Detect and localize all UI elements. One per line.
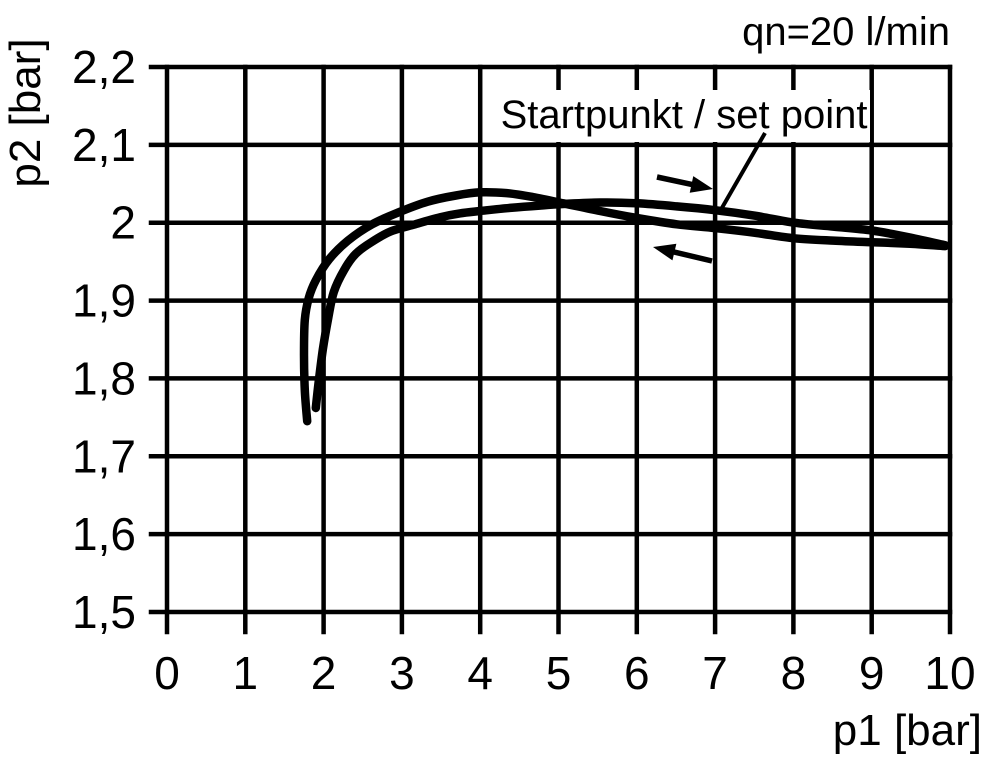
x-tick-label-8: 8 [781,647,807,699]
tick-labels: 0 1 2 3 4 5 6 7 8 9 102,22,121,91,81,71,61,5 [72,41,976,699]
right-arrow-head-icon [689,176,713,193]
x-tick-label-2: 2 [311,647,337,699]
y-tick-label-2,2: 2,2 [72,41,136,93]
set-point-leader-line [717,132,767,214]
direction-arrows [653,174,713,264]
x-tick-label-6: 6 [624,647,650,699]
curve-p1-decreasing [299,187,950,426]
y-tick-label-1,8: 1,8 [72,352,136,404]
x-tick-label-1: 1 [233,647,259,699]
x-tick-label-7: 7 [702,647,728,699]
y-axis-title: p2 [bar] [1,38,50,187]
x-tick-label-9: 9 [859,647,885,699]
x-axis-title: p1 [bar] [833,706,982,755]
y-tick-label-1,9: 1,9 [72,275,136,327]
y-tick-label-1,7: 1,7 [72,430,136,482]
y-tick-label-2: 2 [110,197,136,249]
curve-p1-increasing [311,198,950,413]
x-tick-label-5: 5 [546,647,572,699]
y-tick-label-2,1: 2,1 [72,119,136,171]
flow-rate-label: qn=20 l/min [742,10,950,54]
grid-lines [148,64,953,635]
set-point-label: Startpunkt / set point [501,93,868,137]
x-tick-label-0: 0 [154,647,180,699]
y-tick-label-1,6: 1,6 [72,508,136,560]
x-tick-label-10: 10 [924,647,975,699]
y-tick-label-1,5: 1,5 [72,586,136,638]
x-tick-label-4: 4 [467,647,493,699]
x-tick-label-3: 3 [389,647,415,699]
set-point-label-background [498,90,870,142]
hysteresis-curves [299,187,950,426]
left-arrow-head-icon [653,243,677,261]
